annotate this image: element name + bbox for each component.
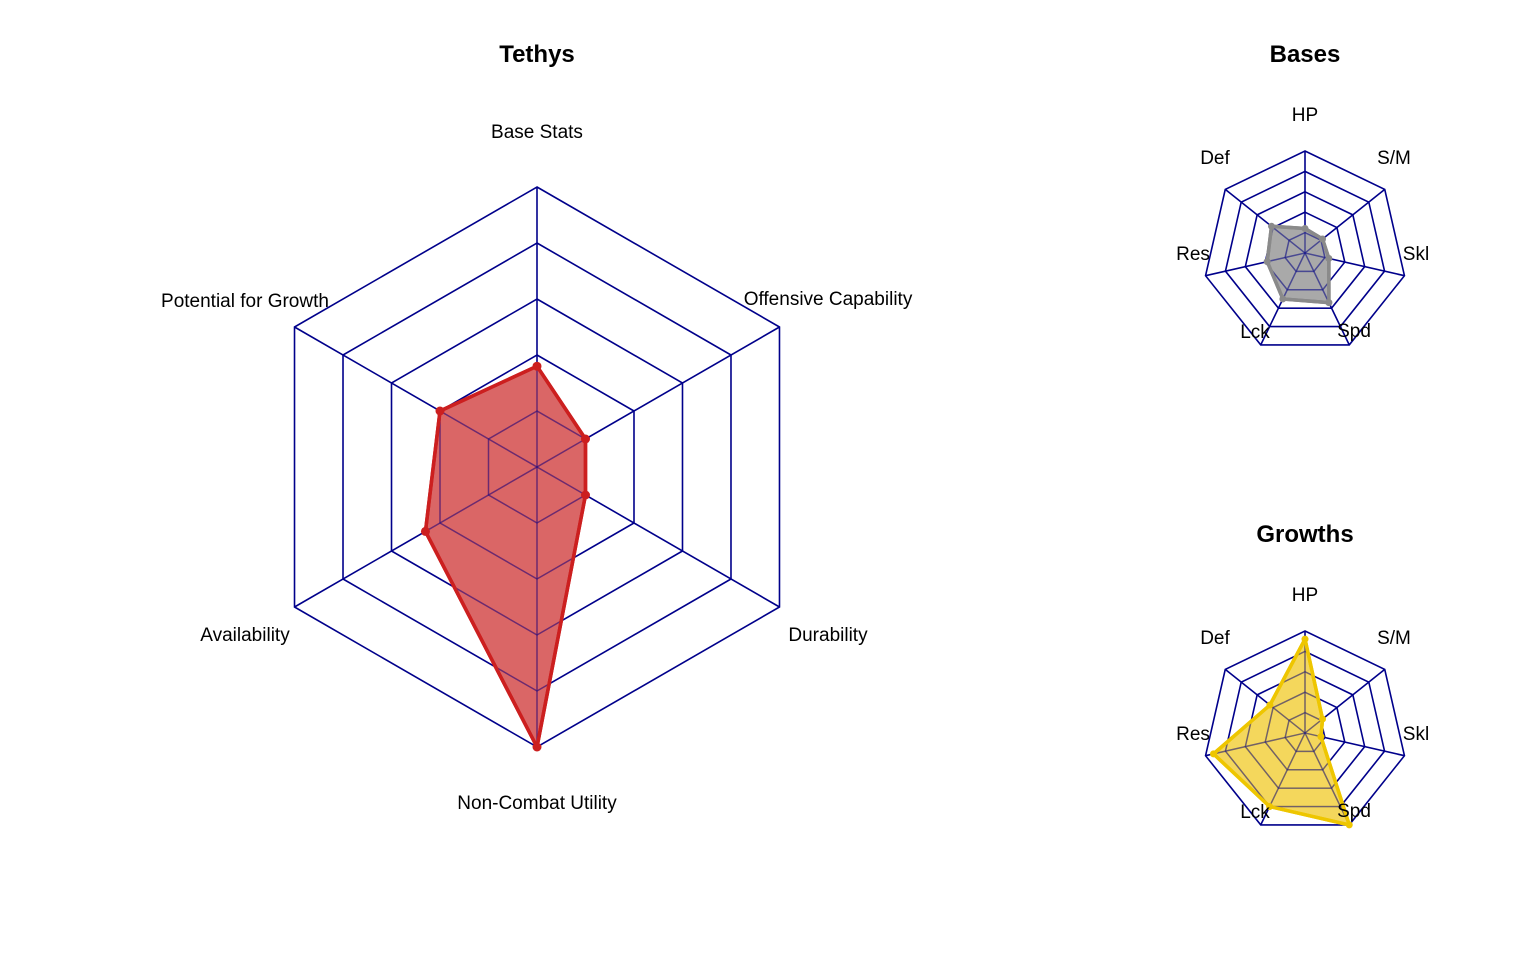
- bases-point-lck: [1279, 295, 1287, 303]
- tethys-inner-ring-3: [425, 366, 586, 636]
- growths-point-def: [1266, 701, 1274, 709]
- tethys-inner-spoke-1: [536, 366, 586, 468]
- growths-axis-label-def: Def: [1200, 628, 1230, 649]
- bases-axis-label-sm: S/M: [1377, 148, 1411, 169]
- growths-axis-label-res: Res: [1176, 724, 1210, 745]
- tethys-axis-labels: Base Stats Offensive Capability Durabili…: [161, 122, 913, 814]
- bases-axis-label-skl: Skl: [1403, 244, 1429, 265]
- growths-axis-label-skl: Skl: [1403, 724, 1429, 745]
- bases-grid-ring-5: [1204, 150, 1406, 346]
- bases-axis-label-hp: HP: [1292, 105, 1318, 126]
- bases-axis-label-res: Res: [1176, 244, 1210, 265]
- growths-inner-spoke-3: [1304, 732, 1350, 825]
- tethys-axis-label-durability: Durability: [788, 625, 868, 646]
- growths-radar-chart: Growths HP S/M Skl Spd Lck Res Def: [1176, 521, 1429, 829]
- bases-point-res: [1263, 258, 1271, 266]
- tethys-point-potential-for-growth: [435, 406, 445, 416]
- growths-axis-label-hp: HP: [1292, 585, 1318, 606]
- bases-axis-label-lck: Lck: [1240, 322, 1270, 343]
- growths-axis-label-sm: S/M: [1377, 628, 1411, 649]
- bases-grid-ring-4: [1224, 170, 1386, 328]
- growths-chart-title: Growths: [1256, 521, 1353, 548]
- bases-radar-chart: Bases HP S/M Skl Spd Lck Res Def: [1176, 41, 1429, 346]
- tethys-chart-title: Tethys: [499, 41, 575, 68]
- growths-axis-label-spd: Spd: [1337, 801, 1371, 822]
- bases-axis-label-def: Def: [1200, 148, 1230, 169]
- tethys-inner-web: [425, 366, 586, 747]
- tethys-inner-spoke-5: [425, 366, 538, 468]
- bases-axis-label-spd: Spd: [1337, 321, 1371, 342]
- bases-axis-labels: HP S/M Skl Spd Lck Res Def: [1176, 105, 1429, 343]
- growths-point-hp: [1301, 635, 1309, 643]
- tethys-axis-label-base-stats: Base Stats: [491, 122, 583, 143]
- tethys-series: [420, 361, 590, 752]
- growths-point-lck: [1266, 803, 1274, 811]
- tethys-inner-ring-1: [487, 410, 586, 524]
- bases-inner-spoke-2: [1304, 252, 1329, 277]
- bases-series: [1263, 222, 1333, 307]
- growths-point-s-m: [1319, 715, 1327, 723]
- bases-point-spd: [1325, 299, 1333, 307]
- tethys-axis-label-potential-for-growth: Potential for Growth: [161, 291, 329, 312]
- growths-series: [1210, 635, 1353, 829]
- bases-point-def: [1268, 222, 1276, 230]
- tethys-axis-label-availability: Availability: [200, 625, 290, 646]
- growths-axis-label-lck: Lck: [1240, 802, 1270, 823]
- growths-inner-spoke-5: [1213, 732, 1306, 757]
- bases-inner-spoke-3: [1304, 252, 1329, 303]
- tethys-inner-ring-4: [425, 366, 586, 692]
- tethys-series-area: [423, 364, 588, 749]
- bases-inner-spoke-5: [1267, 252, 1306, 277]
- tethys-point-availability: [420, 526, 430, 536]
- bases-inner-spoke-6: [1267, 226, 1306, 254]
- tethys-inner-spoke-4: [425, 466, 538, 608]
- growths-grid-ring-5: [1204, 630, 1406, 826]
- tethys-point-base-stats: [532, 361, 542, 371]
- tethys-point-offensive-capability: [580, 434, 590, 444]
- growths-point-res: [1210, 750, 1218, 758]
- tethys-radar-chart: Tethys Base Stats Offensive Capability D…: [161, 41, 913, 814]
- bases-point-s-m: [1319, 235, 1327, 243]
- tethys-axis-label-non-combat-utility: Non-Combat Utility: [457, 793, 617, 814]
- growths-series-area: [1211, 637, 1352, 827]
- tethys-point-durability: [580, 490, 590, 500]
- bases-grid-ring-3: [1244, 190, 1366, 309]
- bases-inner-spoke-1: [1304, 226, 1329, 254]
- tethys-axis-label-offensive-capability: Offensive Capability: [744, 289, 913, 310]
- growths-point-skl: [1317, 733, 1325, 741]
- bases-point-skl: [1325, 254, 1333, 262]
- bases-inner-ring-1: [1284, 231, 1326, 273]
- tethys-inner-spoke-2: [536, 466, 586, 608]
- bases-chart-title: Bases: [1270, 41, 1341, 68]
- bases-point-hp: [1301, 225, 1309, 233]
- growths-axis-labels: HP S/M Skl Spd Lck Res Def: [1176, 585, 1429, 823]
- tethys-point-non-combat-utility: [532, 742, 542, 752]
- growths-point-spd: [1345, 821, 1353, 829]
